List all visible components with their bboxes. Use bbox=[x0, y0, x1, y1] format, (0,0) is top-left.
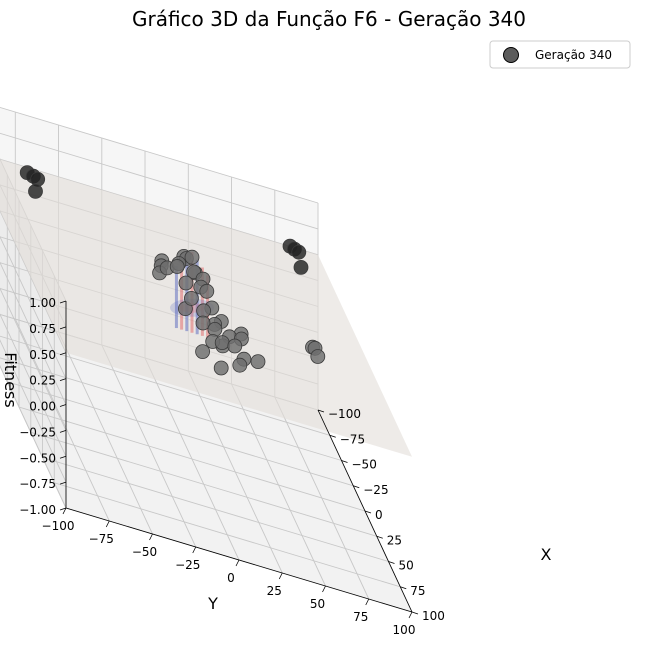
x-tick-mark bbox=[376, 535, 383, 539]
z-tick-mark bbox=[59, 429, 67, 433]
z-tick-mark bbox=[59, 404, 67, 407]
x-tick-mark bbox=[329, 434, 336, 438]
x-tick-mark bbox=[341, 460, 348, 463]
y-tick-label: 75 bbox=[353, 610, 368, 624]
data-point bbox=[232, 357, 248, 373]
y-tick-mark bbox=[62, 507, 67, 515]
data-point bbox=[214, 335, 230, 351]
data-point bbox=[183, 290, 199, 306]
x-tick-label: −75 bbox=[340, 432, 365, 446]
y-tick-mark bbox=[149, 533, 153, 541]
x-tick-label: −50 bbox=[352, 458, 377, 472]
data-point bbox=[291, 244, 307, 260]
x-tick-label: −25 bbox=[363, 483, 388, 497]
z-tick-label: 0.50 bbox=[29, 348, 56, 362]
y-tick-label: 50 bbox=[310, 597, 325, 611]
legend-label: Geração 340 bbox=[535, 48, 612, 62]
data-point bbox=[213, 360, 229, 376]
z-tick-label: 1.00 bbox=[29, 296, 56, 310]
data-point bbox=[195, 344, 211, 360]
data-point bbox=[227, 338, 243, 354]
z-tick-mark bbox=[59, 300, 67, 304]
z-tick-label: −0.25 bbox=[19, 425, 56, 439]
z-tick-label: 0.75 bbox=[29, 322, 56, 336]
x-tick-label: 100 bbox=[422, 609, 445, 623]
y-axis-label: Y bbox=[207, 594, 218, 613]
x-tick-label: −100 bbox=[328, 407, 361, 421]
x-tick-label: 0 bbox=[375, 508, 383, 522]
data-point bbox=[30, 171, 46, 187]
data-point bbox=[178, 275, 194, 291]
y-tick-mark bbox=[192, 546, 197, 554]
z-tick-label: −0.50 bbox=[19, 451, 56, 465]
y-tick-mark bbox=[105, 520, 110, 528]
data-point bbox=[195, 315, 211, 331]
z-tick-label: −0.75 bbox=[19, 477, 56, 491]
y-tick-label: −25 bbox=[175, 558, 200, 572]
x-tick-mark bbox=[411, 611, 419, 615]
z-tick-mark bbox=[59, 352, 67, 356]
x-tick-label: 75 bbox=[410, 584, 425, 598]
z-tick-mark bbox=[59, 481, 67, 485]
z-tick-mark bbox=[59, 455, 67, 459]
y-tick-mark bbox=[278, 572, 283, 580]
legend-marker bbox=[503, 47, 519, 63]
z-tick-label: −1.00 bbox=[19, 503, 56, 517]
x-tick-mark bbox=[400, 586, 407, 590]
x-tick-mark bbox=[353, 485, 360, 489]
legend-frame bbox=[489, 40, 631, 69]
data-point bbox=[184, 249, 200, 265]
y-tick-mark bbox=[408, 611, 413, 619]
data-point bbox=[207, 321, 223, 337]
y-tick-mark bbox=[365, 598, 370, 606]
z-tick-mark bbox=[59, 326, 67, 330]
data-point bbox=[293, 259, 309, 275]
data-point bbox=[169, 259, 185, 274]
y-tick-label: 100 bbox=[393, 623, 416, 637]
x-tick-label: 50 bbox=[399, 559, 414, 573]
x-tick-mark bbox=[364, 510, 372, 514]
z-tick-mark bbox=[59, 507, 67, 511]
data-points bbox=[19, 165, 326, 376]
y-tick-label: −100 bbox=[42, 519, 75, 533]
y-tick-mark bbox=[322, 585, 326, 593]
y-tick-mark bbox=[235, 559, 240, 567]
z-axis-label: Fitness bbox=[1, 352, 20, 407]
y-tick-label: 0 bbox=[227, 571, 235, 585]
z-tick-mark bbox=[59, 378, 67, 382]
grid-line-x bbox=[0, 357, 342, 461]
data-point bbox=[310, 349, 326, 364]
x-tick-mark bbox=[388, 561, 395, 564]
data-point bbox=[199, 283, 215, 299]
x-tick-label: 25 bbox=[387, 533, 402, 547]
x-axis-label: X bbox=[541, 545, 552, 564]
chart-title: Gráfico 3D da Função F6 - Geração 340 bbox=[132, 7, 526, 31]
y-tick-label: −75 bbox=[89, 532, 114, 546]
legend: Geração 340 bbox=[489, 40, 631, 69]
data-point bbox=[250, 354, 266, 370]
grid-line-x bbox=[0, 335, 330, 436]
x-tick-mark bbox=[317, 409, 325, 413]
grid-line-z bbox=[0, 158, 319, 353]
z-tick-label: 0.25 bbox=[29, 374, 56, 388]
tick-labels: −100 −75 −50 −25 0 25 50 75 100 −100 −75 −50 −25 0 25 5… bbox=[19, 296, 445, 637]
y-tick-label: 25 bbox=[267, 584, 282, 598]
y-tick-label: −50 bbox=[132, 545, 157, 559]
z-tick-label: 0.00 bbox=[29, 400, 56, 414]
data-point bbox=[28, 183, 43, 199]
